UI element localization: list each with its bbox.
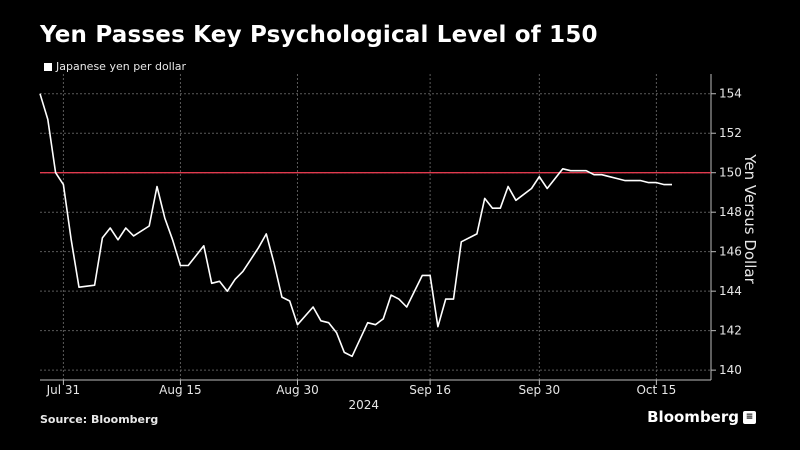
source-note: Source: Bloomberg bbox=[40, 413, 159, 426]
brand-logo: Bloomberg ≡ bbox=[647, 408, 756, 426]
y-tick-label: 154 bbox=[719, 87, 742, 101]
y-tick-label: 144 bbox=[719, 284, 742, 298]
legend-swatch bbox=[44, 62, 52, 71]
x-tick-label: Oct 15 bbox=[636, 383, 676, 397]
brand-mark-icon: ≡ bbox=[743, 410, 756, 424]
y-axis-label: Yen Versus Dollar bbox=[741, 153, 759, 284]
brand-name: Bloomberg bbox=[647, 408, 739, 426]
y-tick-label: 142 bbox=[719, 324, 742, 338]
chart-title: Yen Passes Key Psychological Level of 15… bbox=[40, 22, 598, 48]
series-line bbox=[39, 93, 672, 358]
legend-label: Japanese yen per dollar bbox=[56, 60, 187, 73]
x-tick-label: Aug 15 bbox=[159, 383, 202, 397]
y-tick-label: 140 bbox=[719, 363, 742, 377]
x-tick-label: Jul 31 bbox=[46, 383, 81, 397]
y-tick-label: 152 bbox=[719, 126, 742, 140]
y-tick-label: 150 bbox=[719, 166, 742, 180]
legend: Japanese yen per dollar bbox=[44, 60, 186, 73]
y-tick-label: 148 bbox=[719, 205, 742, 219]
y-tick-label: 146 bbox=[719, 245, 742, 259]
x-tick-label: Sep 30 bbox=[518, 383, 560, 397]
x-tick-label: Sep 16 bbox=[409, 383, 451, 397]
x-axis-label: 2024 bbox=[349, 398, 380, 412]
x-tick-label: Aug 30 bbox=[276, 383, 319, 397]
